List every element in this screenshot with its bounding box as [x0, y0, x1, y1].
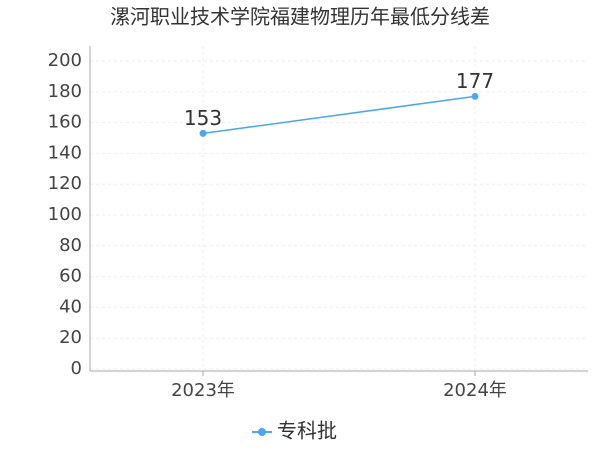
y-tick-label: 200	[48, 50, 82, 71]
y-tick-label: 120	[48, 173, 82, 194]
x-tick-label: 2024年	[443, 380, 507, 401]
y-tick-label: 80	[59, 235, 82, 256]
y-tick-label: 160	[48, 112, 82, 133]
legend-label: 专科批	[277, 419, 337, 443]
legend-marker	[258, 428, 266, 436]
data-label: 153	[184, 106, 222, 130]
y-tick-label: 180	[48, 81, 82, 102]
data-label: 177	[456, 69, 494, 93]
data-point	[199, 129, 207, 137]
series-line	[202, 95, 476, 135]
y-tick-label: 40	[59, 296, 82, 317]
y-tick-label: 20	[59, 327, 82, 348]
y-tick-label: 60	[59, 266, 82, 287]
chart-title: 漯河职业技术学院福建物理历年最低分线差	[110, 5, 490, 29]
x-tick-label: 2023年	[171, 380, 235, 401]
y-tick-label: 100	[48, 204, 82, 225]
y-tick-label: 0	[71, 358, 82, 379]
data-point	[471, 92, 479, 100]
y-tick-label: 140	[48, 142, 82, 163]
